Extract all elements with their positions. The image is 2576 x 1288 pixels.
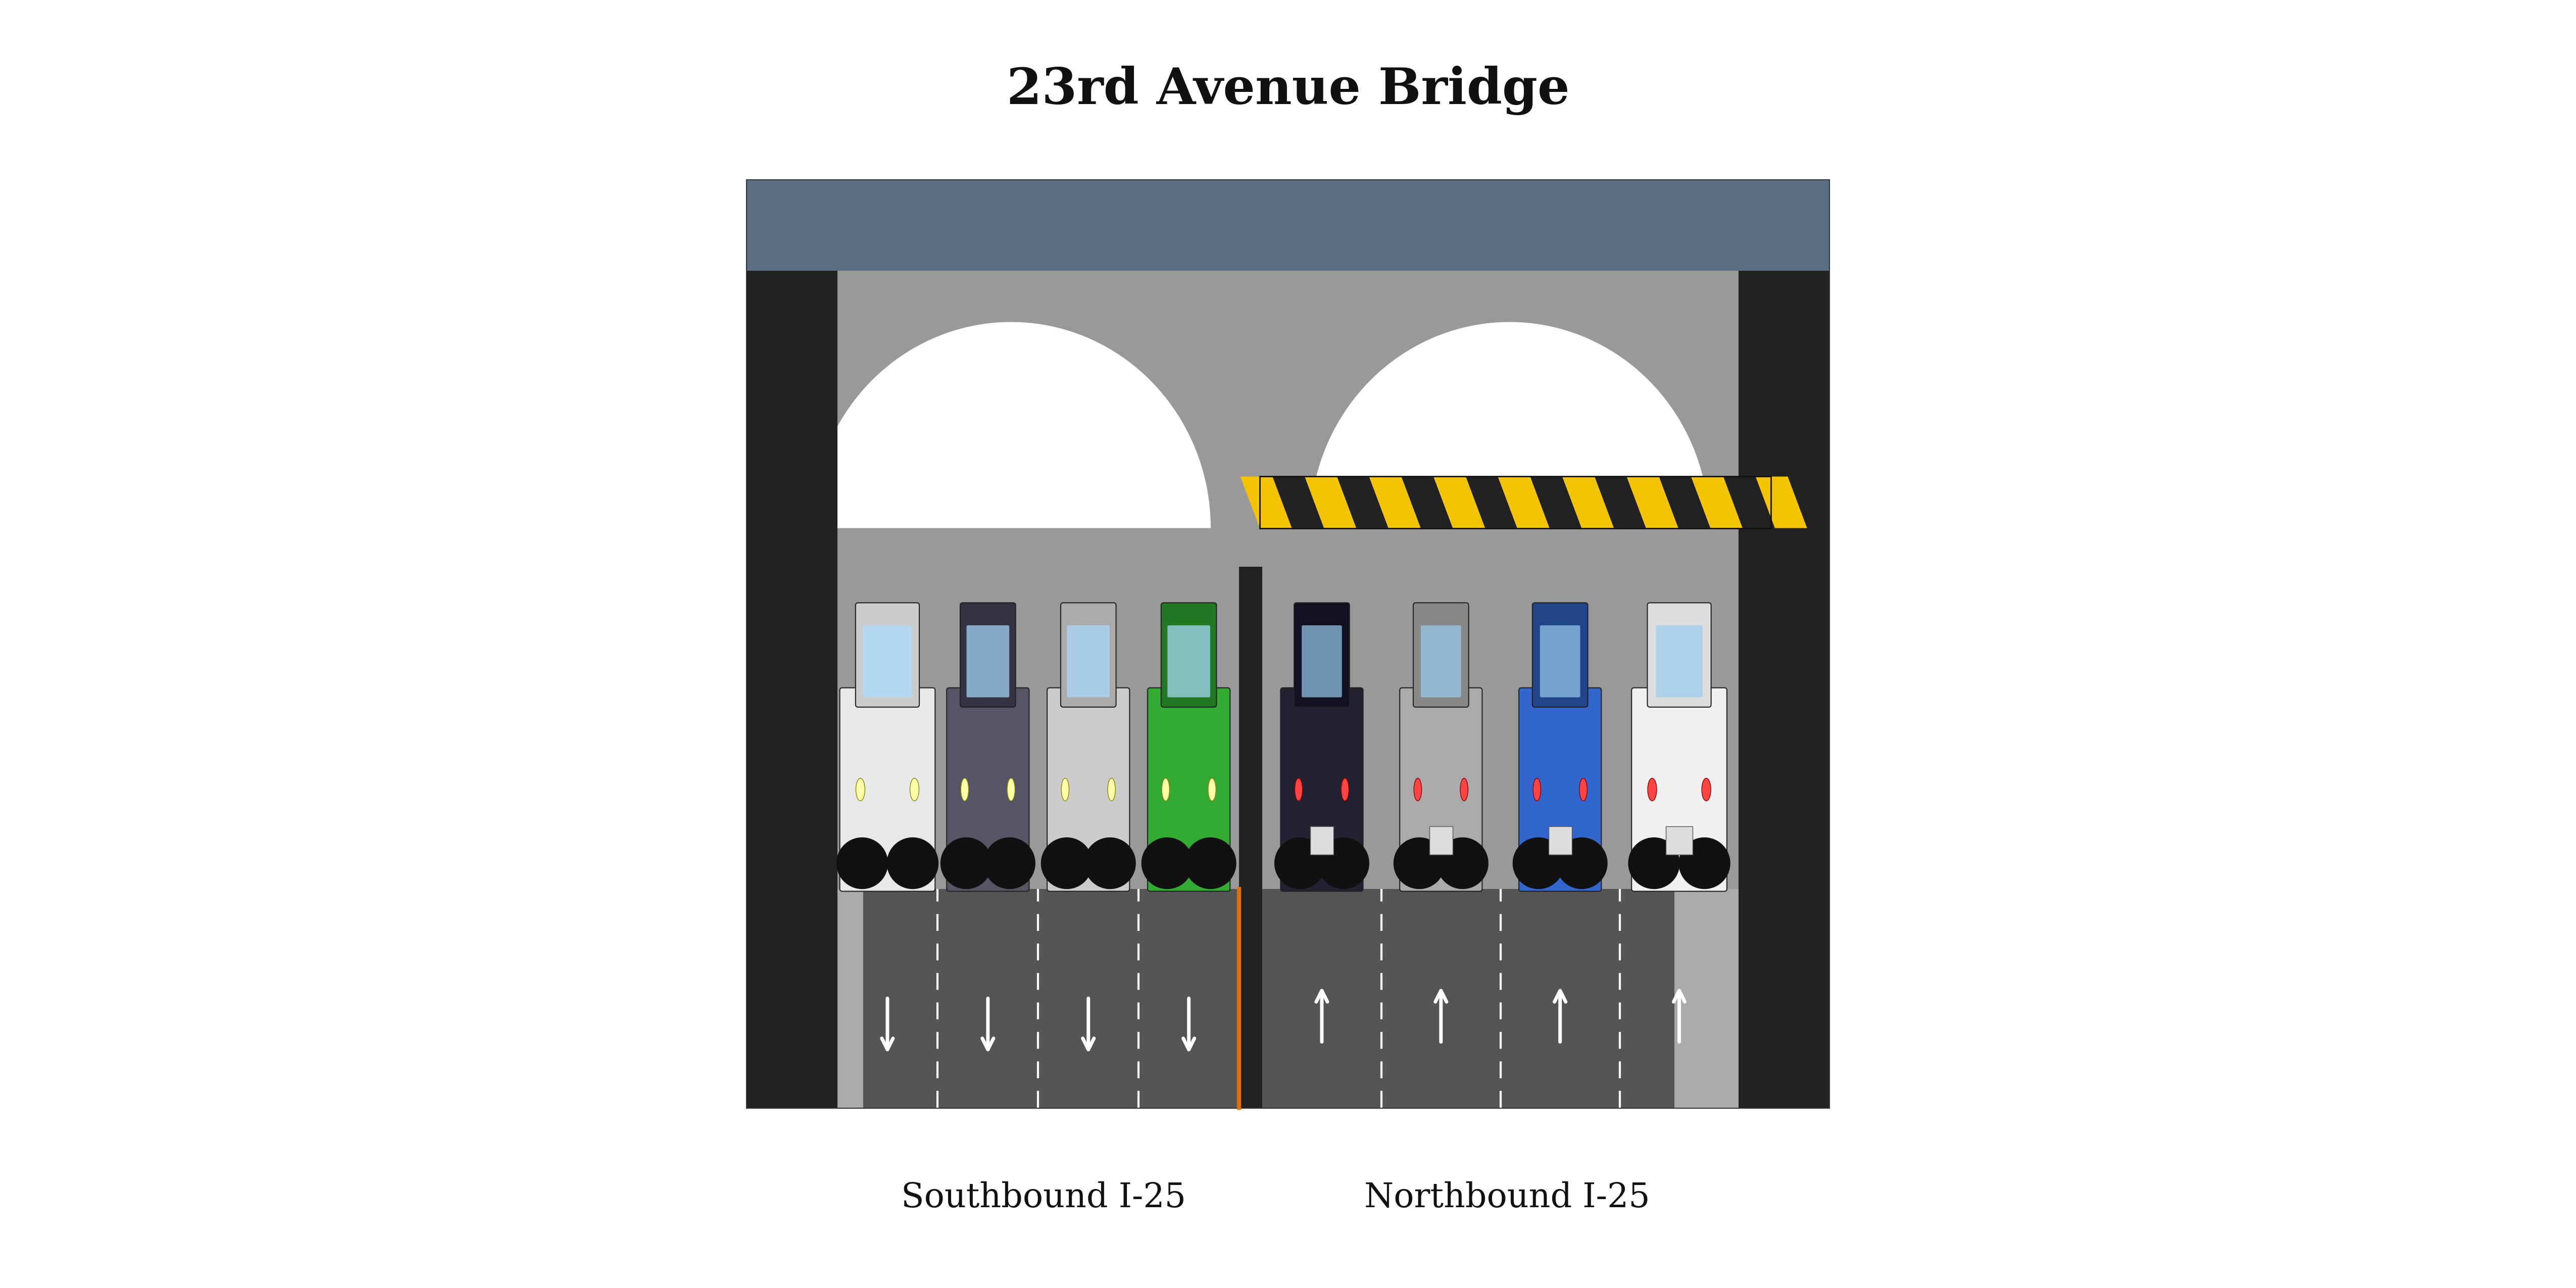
Text: 23rd Avenue Bridge: 23rd Avenue Bridge xyxy=(1007,66,1569,115)
PathPatch shape xyxy=(1561,477,1613,528)
FancyBboxPatch shape xyxy=(1533,603,1587,707)
FancyBboxPatch shape xyxy=(1631,688,1726,891)
Ellipse shape xyxy=(1649,778,1656,801)
Bar xyxy=(1739,270,1829,1108)
Bar xyxy=(1311,827,1334,855)
Ellipse shape xyxy=(909,778,920,801)
Bar xyxy=(1262,889,1739,1108)
Circle shape xyxy=(1437,837,1489,889)
Circle shape xyxy=(886,837,938,889)
Ellipse shape xyxy=(1414,778,1422,801)
Ellipse shape xyxy=(1162,778,1170,801)
Ellipse shape xyxy=(1461,778,1468,801)
FancyBboxPatch shape xyxy=(1301,625,1342,697)
Circle shape xyxy=(837,837,889,889)
PathPatch shape xyxy=(1466,477,1517,528)
FancyBboxPatch shape xyxy=(1167,625,1211,697)
FancyBboxPatch shape xyxy=(1162,603,1216,707)
FancyBboxPatch shape xyxy=(1061,603,1115,707)
Bar xyxy=(1260,477,1770,528)
PathPatch shape xyxy=(1432,477,1484,528)
Bar xyxy=(1667,827,1692,855)
Circle shape xyxy=(1628,837,1680,889)
Circle shape xyxy=(1084,837,1136,889)
PathPatch shape xyxy=(1595,477,1646,528)
PathPatch shape xyxy=(1311,322,1710,528)
Bar xyxy=(747,270,837,1108)
PathPatch shape xyxy=(1273,477,1324,528)
FancyBboxPatch shape xyxy=(863,625,912,697)
Bar xyxy=(747,180,1829,270)
FancyBboxPatch shape xyxy=(855,603,920,707)
Circle shape xyxy=(1556,837,1607,889)
FancyBboxPatch shape xyxy=(961,603,1015,707)
Circle shape xyxy=(1275,837,1327,889)
Circle shape xyxy=(940,837,992,889)
Ellipse shape xyxy=(1296,778,1303,801)
FancyBboxPatch shape xyxy=(966,625,1010,697)
Circle shape xyxy=(1680,837,1731,889)
Bar xyxy=(837,889,1239,1108)
Circle shape xyxy=(1185,837,1236,889)
FancyBboxPatch shape xyxy=(1649,603,1710,707)
PathPatch shape xyxy=(1530,477,1582,528)
Ellipse shape xyxy=(1007,778,1015,801)
Bar xyxy=(1674,889,1739,1108)
Ellipse shape xyxy=(855,778,866,801)
Bar xyxy=(837,889,863,1108)
Ellipse shape xyxy=(1579,778,1587,801)
FancyBboxPatch shape xyxy=(1540,625,1579,697)
Text: Northbound I-25: Northbound I-25 xyxy=(1365,1181,1649,1215)
PathPatch shape xyxy=(1239,477,1291,528)
FancyBboxPatch shape xyxy=(1422,625,1461,697)
FancyBboxPatch shape xyxy=(1414,603,1468,707)
Ellipse shape xyxy=(1208,778,1216,801)
Circle shape xyxy=(1141,837,1193,889)
FancyBboxPatch shape xyxy=(1280,688,1363,891)
PathPatch shape xyxy=(1659,477,1710,528)
Ellipse shape xyxy=(1533,778,1540,801)
PathPatch shape xyxy=(1401,477,1453,528)
PathPatch shape xyxy=(1723,477,1775,528)
PathPatch shape xyxy=(1368,477,1419,528)
PathPatch shape xyxy=(1497,477,1548,528)
Bar xyxy=(1239,567,1262,1108)
FancyBboxPatch shape xyxy=(1149,688,1231,891)
Bar xyxy=(1430,827,1453,855)
Ellipse shape xyxy=(961,778,969,801)
FancyBboxPatch shape xyxy=(747,180,1829,1108)
PathPatch shape xyxy=(1690,477,1741,528)
PathPatch shape xyxy=(1628,477,1680,528)
Circle shape xyxy=(1041,837,1092,889)
FancyBboxPatch shape xyxy=(948,688,1030,891)
PathPatch shape xyxy=(1337,477,1388,528)
Circle shape xyxy=(1319,837,1368,889)
Ellipse shape xyxy=(1703,778,1710,801)
Circle shape xyxy=(1512,837,1564,889)
Ellipse shape xyxy=(1108,778,1115,801)
FancyBboxPatch shape xyxy=(1066,625,1110,697)
Text: Southbound I-25: Southbound I-25 xyxy=(902,1181,1185,1215)
Ellipse shape xyxy=(1061,778,1069,801)
Ellipse shape xyxy=(1342,778,1350,801)
PathPatch shape xyxy=(1757,477,1808,528)
FancyBboxPatch shape xyxy=(1046,688,1131,891)
FancyBboxPatch shape xyxy=(840,688,935,891)
FancyBboxPatch shape xyxy=(1399,688,1481,891)
PathPatch shape xyxy=(1303,477,1355,528)
Bar xyxy=(1548,827,1571,855)
FancyBboxPatch shape xyxy=(1293,603,1350,707)
Circle shape xyxy=(1394,837,1445,889)
Circle shape xyxy=(984,837,1036,889)
FancyBboxPatch shape xyxy=(1520,688,1602,891)
PathPatch shape xyxy=(811,322,1211,528)
Bar xyxy=(837,270,1739,889)
Bar xyxy=(747,270,1829,367)
FancyBboxPatch shape xyxy=(1656,625,1703,697)
